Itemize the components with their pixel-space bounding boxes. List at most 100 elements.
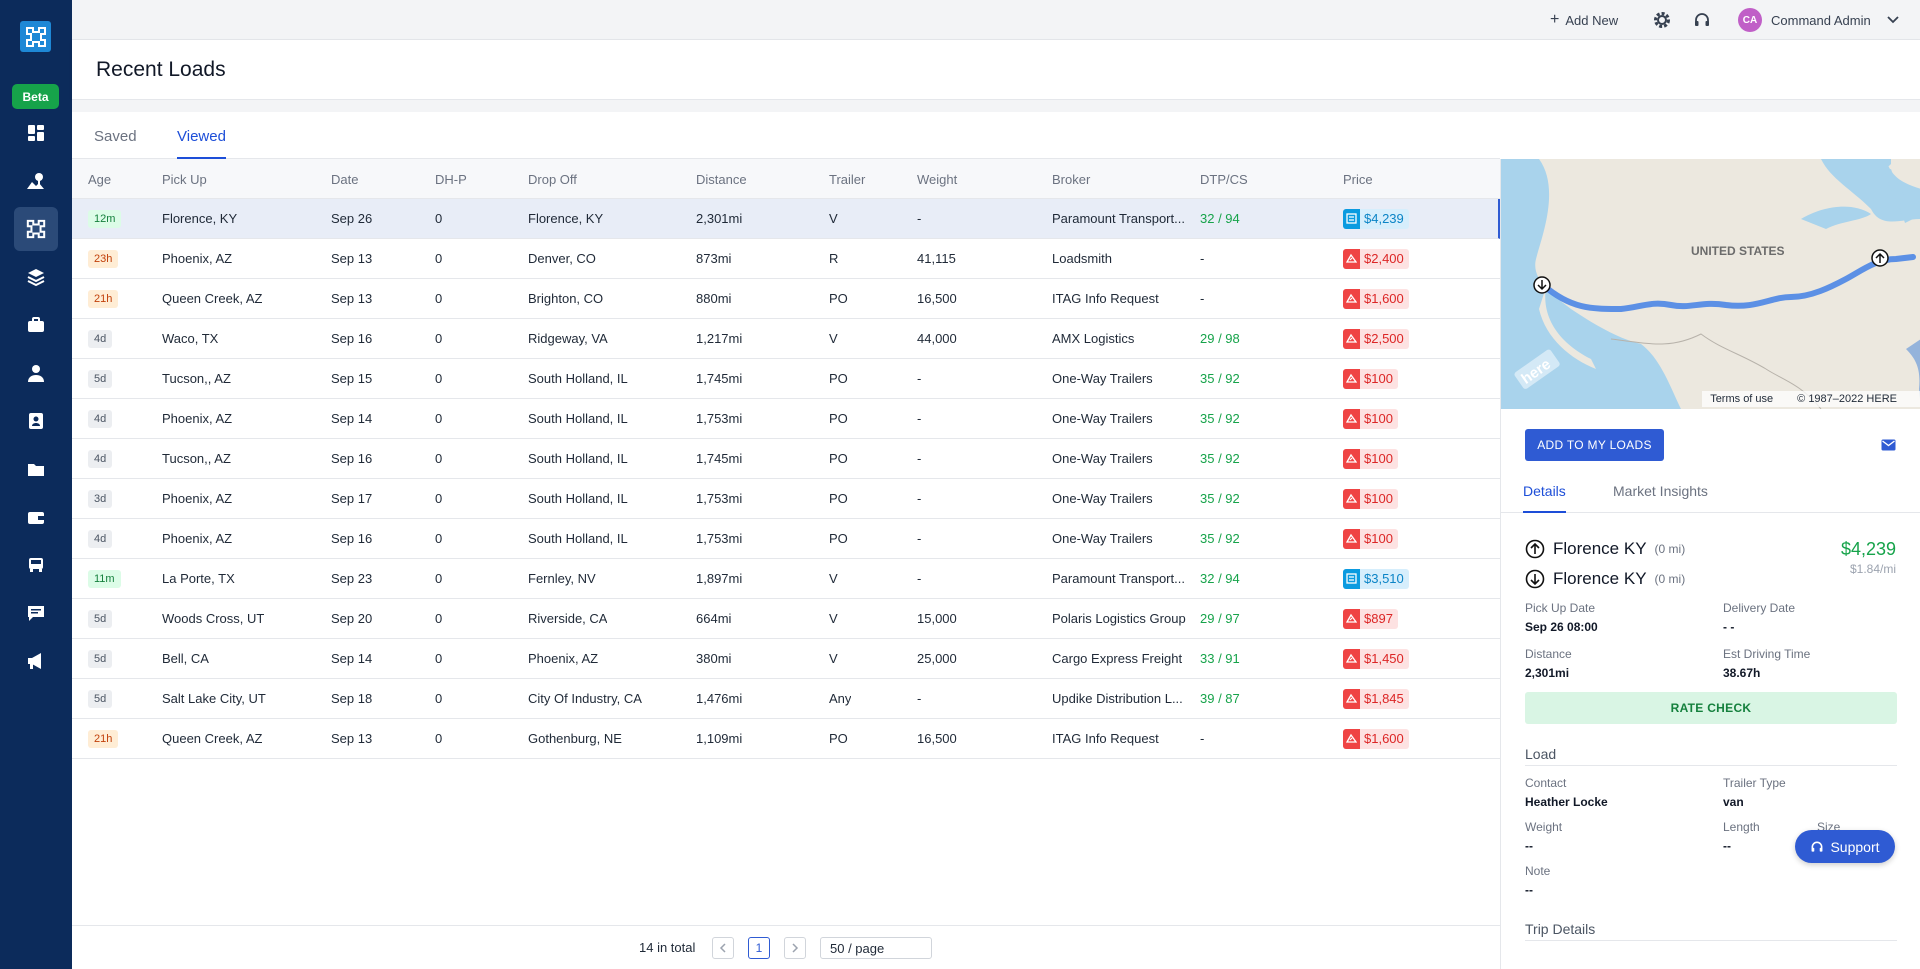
price-tag: $100 bbox=[1343, 488, 1398, 509]
map-credit: Terms of use © 1987–2022 HERE bbox=[1702, 391, 1920, 407]
price-value: $897 bbox=[1364, 611, 1393, 626]
prev-page-button[interactable] bbox=[712, 937, 734, 959]
cell-weight: 16,500 bbox=[917, 731, 957, 746]
load-detail-panel: UNITED STATES here Terms of use © 1987–2… bbox=[1500, 159, 1920, 969]
flame-icon bbox=[1343, 608, 1360, 629]
briefcase-icon[interactable] bbox=[14, 303, 58, 347]
table-row[interactable]: 5d Bell, CA Sep 14 0 Phoenix, AZ 380mi V 25,000… bbox=[72, 639, 1500, 679]
map-terms-link[interactable]: Terms of use bbox=[1710, 393, 1774, 405]
cell-price: $2,500 bbox=[1343, 319, 1409, 358]
chat-icon[interactable] bbox=[14, 591, 58, 635]
load-board-icon[interactable] bbox=[14, 207, 58, 251]
column-header-distance[interactable]: Distance bbox=[696, 171, 747, 187]
tab-details[interactable]: Details bbox=[1523, 483, 1566, 513]
detail-rate-per-mile: $1.84/mi bbox=[1849, 562, 1896, 576]
age-badge: 5d bbox=[88, 609, 113, 628]
tab-saved[interactable]: Saved bbox=[94, 128, 137, 145]
route-map[interactable]: UNITED STATES here Terms of use © 1987–2… bbox=[1501, 159, 1920, 409]
mail-icon[interactable] bbox=[1881, 438, 1896, 452]
rate-check-button[interactable]: RATE CHECK bbox=[1525, 692, 1897, 724]
truck-icon[interactable] bbox=[14, 543, 58, 587]
tab-market-insights[interactable]: Market Insights bbox=[1613, 483, 1708, 499]
table-row[interactable]: 11m La Porte, TX Sep 23 0 Fernley, NV 1,897mi… bbox=[72, 559, 1500, 599]
cell-pickup: Waco, TX bbox=[162, 331, 219, 346]
origin-row: Florence KY (0 mi) bbox=[1525, 539, 1685, 559]
headset-icon[interactable] bbox=[1693, 11, 1711, 29]
delivery-date-label: Delivery Date bbox=[1723, 601, 1796, 615]
table-row[interactable]: 12m Florence, KY Sep 26 0 Florence, KY 2,301m… bbox=[72, 199, 1500, 239]
table-row[interactable]: 4d Phoenix, AZ Sep 14 0 South Holland, IL 1,7… bbox=[72, 399, 1500, 439]
column-header-dtp[interactable]: DTP/CS bbox=[1200, 171, 1248, 187]
destination-deadhead: (0 mi) bbox=[1654, 572, 1686, 586]
load-section-title: Load bbox=[1525, 746, 1557, 762]
arrow-down-circle-icon bbox=[1525, 569, 1545, 589]
column-header-age[interactable]: Age bbox=[88, 171, 112, 187]
price-tag: $2,400 bbox=[1343, 248, 1409, 269]
column-header-pickup[interactable]: Pick Up bbox=[162, 171, 207, 187]
megaphone-icon[interactable] bbox=[14, 639, 58, 683]
flame-icon bbox=[1343, 328, 1360, 349]
age-badge: 5d bbox=[88, 369, 113, 388]
page-size-select[interactable]: 50 / page bbox=[820, 937, 932, 959]
cell-price: $100 bbox=[1343, 439, 1398, 478]
chevron-down-icon[interactable] bbox=[1886, 13, 1900, 27]
layers-icon[interactable] bbox=[14, 255, 58, 299]
tab-viewed[interactable]: Viewed bbox=[177, 128, 226, 159]
column-header-trailer[interactable]: Trailer bbox=[829, 171, 866, 187]
table-row[interactable]: 21h Queen Creek, AZ Sep 13 0 Gothenburg, NE 1… bbox=[72, 719, 1500, 759]
table-row[interactable]: 5d Woods Cross, UT Sep 20 0 Riverside, CA 664… bbox=[72, 599, 1500, 639]
contact-card-icon[interactable] bbox=[14, 399, 58, 443]
add-to-my-loads-button[interactable]: ADD TO MY LOADS bbox=[1525, 429, 1664, 461]
table-row[interactable]: 5d Salt Lake City, UT Sep 18 0 City Of Indus… bbox=[72, 679, 1500, 719]
page-button-current[interactable]: 1 bbox=[748, 937, 770, 959]
age-badge: 5d bbox=[88, 649, 113, 668]
origin-city: Florence KY bbox=[1553, 539, 1647, 558]
cell-weight: - bbox=[917, 571, 922, 586]
table-row[interactable]: 4d Phoenix, AZ Sep 16 0 South Holland, IL 1,7… bbox=[72, 519, 1500, 559]
table-row[interactable]: 21h Queen Creek, AZ Sep 13 0 Brighton, CO 880… bbox=[72, 279, 1500, 319]
flame-icon bbox=[1343, 288, 1360, 309]
table-row[interactable]: 4d Waco, TX Sep 16 0 Ridgeway, VA 1,217mi V 44,… bbox=[72, 319, 1500, 359]
table-row[interactable]: 23h Phoenix, AZ Sep 13 0 Denver, CO 873mi R 41,… bbox=[72, 239, 1500, 279]
page-header: Recent Loads bbox=[72, 40, 1920, 100]
next-page-button[interactable] bbox=[784, 937, 806, 959]
table-row[interactable]: 3d Phoenix, AZ Sep 17 0 South Holland, IL 1,7… bbox=[72, 479, 1500, 519]
add-new-button[interactable]: + Add New bbox=[1550, 0, 1618, 40]
table-row[interactable]: 4d Tucson,, AZ Sep 16 0 South Holland, IL 1,7… bbox=[72, 439, 1500, 479]
cell-dtp: - bbox=[1200, 251, 1205, 266]
cell-date: Sep 20 bbox=[331, 611, 373, 626]
map-pin-icon[interactable] bbox=[14, 159, 58, 203]
cell-age: 21h bbox=[88, 719, 119, 758]
column-header-date[interactable]: Date bbox=[331, 171, 359, 187]
support-button[interactable]: Support bbox=[1795, 830, 1895, 863]
column-header-dropoff[interactable]: Drop Off bbox=[528, 171, 577, 187]
cell-price: $100 bbox=[1343, 359, 1398, 398]
add-new-label: Add New bbox=[1565, 12, 1619, 28]
dashboard-icon[interactable] bbox=[14, 111, 58, 155]
cell-weight: - bbox=[917, 371, 922, 386]
avatar[interactable]: CA bbox=[1738, 8, 1762, 32]
table-row[interactable]: 5d Tucson,, AZ Sep 15 0 South Holland, IL 1,7… bbox=[72, 359, 1500, 399]
driving-time-value: 38.67h bbox=[1723, 666, 1761, 680]
flame-icon bbox=[1343, 408, 1360, 429]
wallet-icon[interactable] bbox=[14, 495, 58, 539]
column-header-broker[interactable]: Broker bbox=[1052, 171, 1091, 187]
cell-broker: ITAG Info Request bbox=[1052, 291, 1159, 306]
driving-time-label: Est Driving Time bbox=[1723, 647, 1811, 661]
flame-icon bbox=[1343, 488, 1360, 509]
cell-age: 4d bbox=[88, 439, 113, 478]
column-header-price[interactable]: Price bbox=[1343, 171, 1373, 187]
column-header-weight[interactable]: Weight bbox=[917, 171, 958, 187]
trip-section-divider bbox=[1525, 940, 1897, 941]
gear-icon[interactable] bbox=[1653, 11, 1671, 29]
cell-distance: 1,753mi bbox=[696, 491, 743, 506]
user-name[interactable]: Command Admin bbox=[1771, 12, 1871, 28]
driver-icon[interactable] bbox=[14, 351, 58, 395]
folder-icon[interactable] bbox=[14, 447, 58, 491]
cell-dropoff: Riverside, CA bbox=[528, 611, 608, 626]
column-header-dhp[interactable]: DH-P bbox=[435, 171, 467, 187]
cell-date: Sep 26 bbox=[331, 211, 373, 226]
app-logo-icon[interactable] bbox=[20, 21, 51, 52]
origin-deadhead: (0 mi) bbox=[1654, 542, 1686, 556]
cell-age: 5d bbox=[88, 679, 113, 718]
